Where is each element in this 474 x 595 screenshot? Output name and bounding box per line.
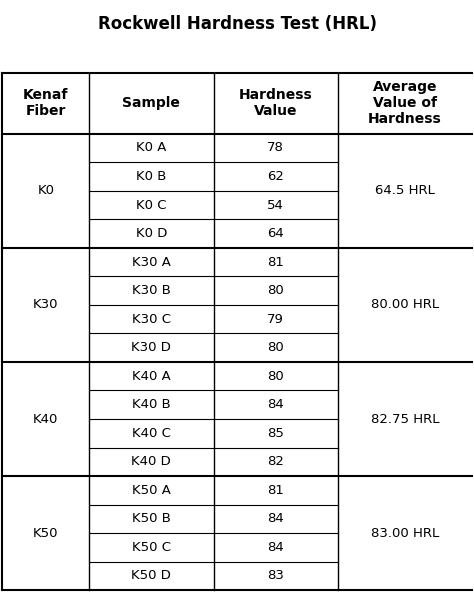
Text: 80.00 HRL: 80.00 HRL [371,298,439,311]
Text: K0: K0 [37,184,55,198]
Text: 79: 79 [267,312,284,325]
Text: K30 D: K30 D [131,341,171,354]
Text: K30: K30 [33,298,58,311]
Text: K40: K40 [33,412,58,425]
Text: K50 A: K50 A [132,484,171,497]
Text: 82: 82 [267,455,284,468]
Text: K50: K50 [33,527,58,540]
Text: K0 A: K0 A [136,142,166,155]
Text: 84: 84 [267,512,284,525]
Text: 84: 84 [267,541,284,554]
Text: 82.75 HRL: 82.75 HRL [371,412,439,425]
Text: K50 D: K50 D [131,569,171,583]
Text: 81: 81 [267,256,284,268]
Text: 54: 54 [267,199,284,211]
Text: K30 A: K30 A [132,256,171,268]
Text: 64.5 HRL: 64.5 HRL [375,184,435,198]
Text: 80: 80 [267,284,284,297]
Text: K0 B: K0 B [136,170,166,183]
Text: Rockwell Hardness Test (HRL): Rockwell Hardness Test (HRL) [98,15,376,33]
Text: Average
Value of
Hardness: Average Value of Hardness [368,80,442,126]
Text: K40 C: K40 C [132,427,171,440]
Text: 84: 84 [267,398,284,411]
Text: Hardness
Value: Hardness Value [239,88,312,118]
Text: K0 D: K0 D [136,227,167,240]
Text: Sample: Sample [122,96,180,110]
Text: K0 C: K0 C [136,199,166,211]
Text: K50 B: K50 B [132,512,171,525]
Text: 78: 78 [267,142,284,155]
Text: 85: 85 [267,427,284,440]
Text: 80: 80 [267,369,284,383]
Text: K40 B: K40 B [132,398,171,411]
Text: Kenaf
Fiber: Kenaf Fiber [23,88,68,118]
Text: 80: 80 [267,341,284,354]
Text: K30 B: K30 B [132,284,171,297]
Text: K30 C: K30 C [132,312,171,325]
Text: K40 D: K40 D [131,455,171,468]
Text: 81: 81 [267,484,284,497]
Text: K50 C: K50 C [132,541,171,554]
Text: 83.00 HRL: 83.00 HRL [371,527,439,540]
Text: 83: 83 [267,569,284,583]
Text: 64: 64 [267,227,284,240]
Text: K40 A: K40 A [132,369,171,383]
Text: 62: 62 [267,170,284,183]
